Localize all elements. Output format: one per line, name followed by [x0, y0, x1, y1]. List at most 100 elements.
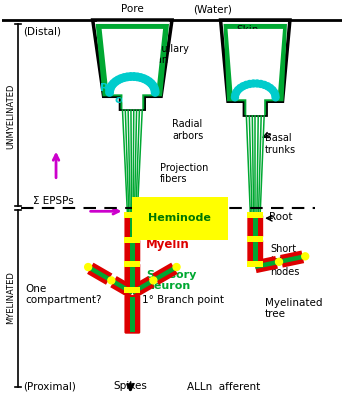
Text: Pore: Pore: [121, 4, 144, 14]
FancyBboxPatch shape: [125, 240, 140, 262]
Circle shape: [267, 84, 274, 92]
Circle shape: [148, 80, 155, 87]
Circle shape: [114, 76, 122, 84]
Text: ALLn  afferent: ALLn afferent: [187, 382, 260, 392]
Polygon shape: [129, 276, 154, 298]
Bar: [247, 261, 263, 267]
Text: Σ EPSPs: Σ EPSPs: [33, 196, 74, 206]
FancyBboxPatch shape: [125, 295, 140, 334]
Polygon shape: [221, 20, 290, 115]
Circle shape: [302, 253, 309, 260]
Text: (Proximal): (Proximal): [23, 382, 76, 392]
Text: (Distal): (Distal): [23, 27, 61, 37]
Bar: [247, 212, 263, 218]
Polygon shape: [101, 29, 163, 109]
Text: Skin: Skin: [236, 25, 258, 35]
Circle shape: [250, 80, 257, 87]
FancyBboxPatch shape: [125, 217, 140, 238]
Polygon shape: [224, 24, 287, 115]
Text: Root: Root: [269, 212, 293, 222]
Circle shape: [271, 89, 278, 96]
Bar: [253, 216, 258, 236]
Circle shape: [112, 78, 119, 85]
Circle shape: [106, 88, 113, 96]
Text: Basal
trunks: Basal trunks: [265, 133, 296, 154]
Circle shape: [150, 84, 158, 92]
Polygon shape: [110, 276, 136, 298]
Circle shape: [235, 86, 241, 94]
Text: Myelin: Myelin: [146, 238, 190, 251]
Bar: [125, 261, 140, 267]
Bar: [125, 237, 140, 243]
Polygon shape: [89, 266, 110, 281]
Polygon shape: [154, 266, 175, 281]
Circle shape: [232, 94, 238, 101]
Bar: [247, 236, 263, 242]
Text: Sensory
neuron: Sensory neuron: [146, 270, 197, 291]
Circle shape: [143, 76, 150, 84]
FancyBboxPatch shape: [125, 263, 140, 288]
Circle shape: [232, 91, 239, 98]
Polygon shape: [280, 250, 304, 268]
Polygon shape: [281, 255, 303, 264]
Circle shape: [137, 74, 144, 81]
FancyBboxPatch shape: [247, 240, 263, 262]
Circle shape: [123, 73, 131, 81]
Circle shape: [117, 75, 125, 82]
Polygon shape: [112, 280, 133, 294]
Text: I.B.S.: I.B.S.: [140, 198, 167, 208]
Bar: [130, 241, 135, 261]
Circle shape: [254, 80, 261, 87]
Circle shape: [243, 82, 250, 88]
Circle shape: [257, 80, 264, 88]
Circle shape: [264, 83, 271, 90]
Polygon shape: [254, 256, 278, 273]
Circle shape: [106, 86, 114, 94]
Polygon shape: [227, 29, 283, 115]
Polygon shape: [87, 263, 112, 285]
Bar: [125, 287, 140, 292]
Bar: [253, 241, 258, 261]
Text: Heminode: Heminode: [148, 213, 211, 223]
Text: Gel: Gel: [112, 54, 129, 64]
Polygon shape: [93, 20, 172, 109]
Text: Short
inter-
nodes: Short inter- nodes: [270, 244, 300, 277]
Polygon shape: [255, 260, 277, 269]
Circle shape: [108, 82, 116, 89]
Circle shape: [173, 264, 180, 270]
FancyBboxPatch shape: [247, 215, 263, 238]
Circle shape: [239, 83, 247, 90]
Text: Receptor
cells: Receptor cells: [100, 84, 157, 105]
Circle shape: [140, 75, 148, 82]
Polygon shape: [152, 263, 178, 285]
Text: (Water): (Water): [193, 4, 232, 14]
Circle shape: [276, 258, 282, 265]
Circle shape: [246, 80, 253, 88]
Circle shape: [151, 86, 159, 94]
Bar: [125, 212, 140, 218]
Bar: [130, 265, 135, 287]
Text: Spikes: Spikes: [114, 381, 147, 391]
Circle shape: [110, 80, 117, 87]
Text: Myelinated
tree: Myelinated tree: [265, 298, 323, 319]
Circle shape: [85, 264, 92, 270]
Circle shape: [130, 73, 138, 80]
Circle shape: [269, 86, 276, 94]
Circle shape: [237, 84, 244, 92]
Polygon shape: [96, 24, 169, 109]
Circle shape: [150, 277, 157, 284]
Circle shape: [272, 91, 279, 98]
Circle shape: [134, 73, 141, 81]
Text: AO: AO: [247, 52, 264, 65]
Circle shape: [272, 94, 279, 101]
Circle shape: [151, 88, 159, 96]
Circle shape: [120, 74, 128, 81]
Bar: [130, 296, 135, 332]
Bar: [130, 218, 135, 237]
Text: One
compartment?: One compartment?: [25, 284, 102, 305]
Circle shape: [107, 84, 114, 92]
Circle shape: [261, 82, 268, 88]
Circle shape: [233, 89, 240, 96]
Circle shape: [108, 277, 115, 284]
Text: 1° Branch point: 1° Branch point: [142, 294, 224, 304]
